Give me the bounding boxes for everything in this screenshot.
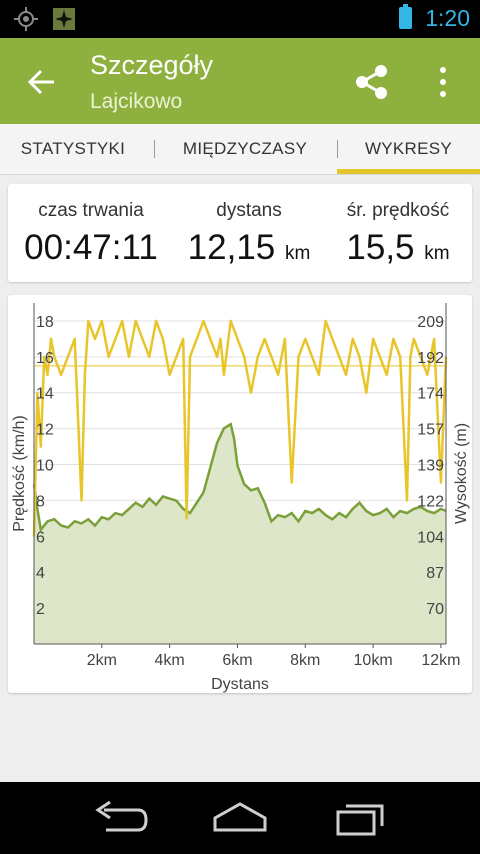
x-tick-label: 10km (354, 652, 393, 669)
y-left-tick-label: 8 (36, 493, 45, 510)
y-left-tick-label: 6 (36, 529, 45, 546)
y-left-tick-label: 16 (36, 350, 54, 367)
tab-divider (337, 140, 338, 158)
y-right-axis-title: Wysokość (m) (453, 423, 470, 524)
x-tick-label: 8km (290, 652, 320, 669)
overflow-menu-icon[interactable] (428, 62, 458, 102)
y-left-tick-label: 12 (36, 422, 54, 439)
stat-duration-value: 00:47:11 (24, 228, 158, 267)
y-right-tick-label: 70 (426, 601, 444, 618)
y-left-tick-label: 2 (36, 601, 45, 618)
y-left-tick-label: 14 (36, 386, 54, 403)
status-time: 1:20 (425, 5, 470, 31)
page-title: Szczegóły (90, 50, 214, 80)
y-right-tick-label: 122 (417, 493, 444, 510)
nav-back-icon[interactable] (84, 796, 154, 840)
y-left-tick-label: 10 (36, 458, 54, 475)
x-tick-label: 6km (222, 652, 252, 669)
y-right-tick-label: 192 (417, 350, 444, 367)
status-bar: 1:20 (0, 0, 480, 38)
battery-icon (399, 4, 412, 29)
page-subtitle: Lajcikowo (90, 90, 183, 113)
y-right-tick-label: 87 (426, 565, 444, 582)
location-icon (14, 7, 38, 31)
share-icon[interactable] (350, 60, 394, 104)
x-tick-label: 12km (421, 652, 460, 669)
stat-speed-value: 15,5 km (346, 228, 450, 267)
speed-line (32, 319, 448, 537)
app-notification-icon (53, 8, 75, 30)
stat-distance-label: dystans (216, 200, 282, 221)
x-tick-label: 2km (87, 652, 117, 669)
nav-home-icon[interactable] (205, 796, 275, 840)
elevation-line (32, 422, 447, 533)
speed-elevation-chart: 2 4 6 8 10 12 14 16 18 70 87 104 122 139 157 174 192 209 2… (11, 303, 470, 693)
y-right-tick-label: 209 (417, 314, 444, 331)
y-right-tick-label: 157 (417, 422, 444, 439)
y-right-tick-label: 104 (417, 529, 444, 546)
x-axis-title: Dystans (211, 676, 269, 693)
back-arrow-icon[interactable] (22, 62, 62, 102)
stat-distance-unit: km (285, 243, 311, 264)
tab-wykresy[interactable]: WYKRESY (364, 139, 453, 158)
y-left-tick-label: 18 (36, 314, 54, 331)
y-right-tick-label: 139 (417, 458, 444, 475)
y-right-tick-label: 174 (417, 386, 444, 403)
elevation-area (34, 424, 446, 644)
stat-speed-label: śr. prędkość (346, 200, 450, 221)
stat-speed-unit: km (424, 243, 450, 264)
chart-card: 2 4 6 8 10 12 14 16 18 70 87 104 122 139 157 174 192 209 2… (8, 295, 472, 693)
y-left-tick-label: 4 (36, 565, 45, 582)
tab-selected-indicator (337, 169, 480, 174)
y-left-axis-title: Prędkość (km/h) (11, 415, 28, 531)
tab-statystyki[interactable]: STATYSTYKI (20, 139, 126, 158)
nav-recents-icon[interactable] (326, 796, 396, 840)
tab-miedzyczasy[interactable]: MIĘDZYCZASY (182, 139, 308, 158)
tab-bar: STATYSTYKI MIĘDZYCZASY WYKRESY (0, 124, 480, 175)
navigation-bar (0, 782, 480, 854)
tab-divider (154, 140, 155, 158)
action-bar: Szczegóły Lajcikowo (0, 38, 480, 124)
x-tick-label: 4km (155, 652, 185, 669)
stat-duration-label: czas trwania (38, 200, 144, 221)
stat-distance-value: 12,15 km (187, 228, 311, 267)
stats-card: czas trwania 00:47:11 dystans 12,15 km ś… (8, 184, 472, 282)
